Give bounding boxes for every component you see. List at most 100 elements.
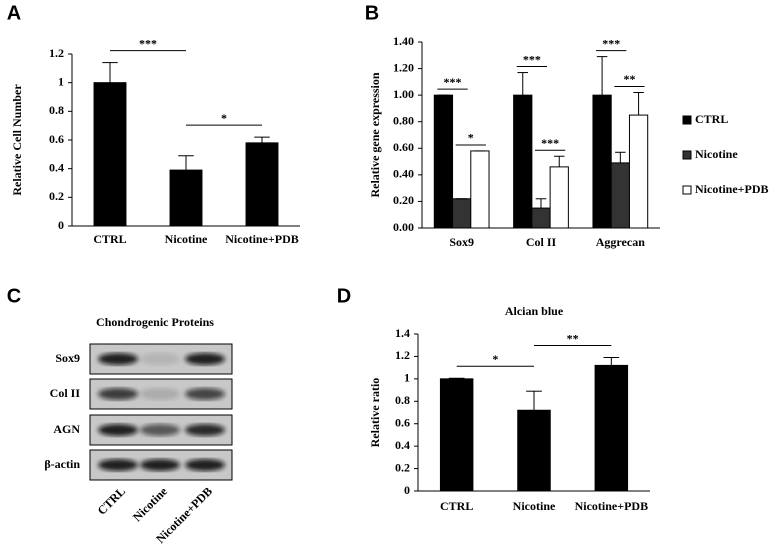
legend-swatch	[682, 150, 692, 160]
error-bar	[535, 198, 547, 209]
error-bar	[526, 390, 542, 411]
y-tick-label: 1.4	[395, 326, 410, 340]
error-bar	[553, 155, 565, 167]
y-tick-label: 0.8	[49, 103, 64, 117]
blot-band	[140, 353, 180, 365]
x-tick-label: Nicotine	[513, 499, 556, 513]
x-tick-label: CTRL	[93, 232, 126, 246]
y-tick-label: 0.8	[395, 393, 410, 407]
y-tick-label: 0	[404, 483, 410, 497]
y-tick-label: 1.2	[395, 348, 410, 362]
legend-label: Nicotine	[695, 147, 738, 161]
x-tick-label: Nicotine+PDB	[225, 232, 299, 246]
blot-row-label: β-actin	[44, 457, 80, 471]
error-bar	[633, 91, 644, 116]
y-tick-label: 1.40	[393, 34, 414, 48]
error-bar	[448, 377, 465, 379]
bar	[93, 82, 127, 227]
blot-band	[185, 353, 225, 365]
x-tick-label: Nicotine+PDB	[575, 499, 649, 513]
significance-label: ***	[444, 75, 462, 89]
error-bar	[596, 56, 608, 96]
significance-label: ***	[139, 36, 157, 50]
legend-swatch	[682, 115, 692, 125]
error-bar	[517, 72, 529, 96]
y-tick-label: 0.4	[49, 160, 64, 174]
y-tick-label: 0.80	[393, 113, 414, 127]
legend-label: Nicotine+PDB	[695, 182, 769, 196]
blot-band	[185, 424, 225, 436]
y-axis-label: Relative gene expression	[368, 72, 382, 197]
blot-band	[140, 459, 180, 471]
bar	[517, 409, 551, 492]
blot-band	[98, 459, 138, 471]
y-tick-label: 0.4	[395, 438, 410, 452]
y-tick-label: 0.6	[395, 415, 410, 429]
panel-label: C	[7, 285, 21, 307]
bar	[513, 94, 533, 229]
error-bar	[102, 62, 118, 83]
significance-label: ***	[523, 52, 541, 66]
bar	[452, 198, 472, 229]
error-bar	[603, 357, 620, 366]
blot-row-label: Col II	[50, 386, 81, 400]
significance-label: **	[567, 331, 579, 345]
blot-band	[98, 424, 138, 436]
blot-column-label: CTRL	[95, 484, 128, 517]
bar	[610, 162, 630, 229]
significance-label: ***	[602, 36, 620, 50]
error-bar	[254, 136, 270, 143]
x-tick-label: Nicotine	[165, 232, 208, 246]
y-tick-label: 0.2	[395, 460, 410, 474]
blot-band	[140, 424, 180, 436]
blot-band	[98, 353, 138, 365]
bar	[439, 378, 474, 492]
bar	[169, 169, 203, 227]
significance-label: *	[221, 111, 227, 125]
y-axis-label: Relative ratio	[368, 378, 382, 448]
chart-title: Alcian blue	[505, 304, 564, 318]
blot-title: Chondrogenic Proteins	[96, 315, 214, 329]
legend-swatch	[682, 185, 692, 195]
x-tick-label: CTRL	[440, 499, 473, 513]
y-tick-label: 0	[58, 218, 64, 232]
panel-label: B	[365, 2, 379, 24]
y-tick-label: 0.6	[49, 132, 64, 146]
y-tick-label: 0.00	[393, 220, 414, 234]
significance-label: ***	[541, 136, 559, 150]
error-bar	[178, 155, 194, 171]
panel-label: A	[7, 2, 21, 24]
y-tick-label: 1.2	[49, 46, 64, 60]
bar	[433, 94, 454, 229]
blot-band	[140, 388, 180, 400]
blot-band	[98, 388, 138, 400]
y-tick-label: 1	[404, 371, 410, 385]
y-tick-label: 0.40	[393, 167, 414, 181]
y-tick-label: 1	[58, 74, 64, 88]
bar	[470, 150, 490, 229]
blot-band	[185, 388, 225, 400]
bar	[245, 142, 279, 227]
bar	[592, 94, 612, 229]
y-axis-label: Relative Cell Number	[10, 84, 24, 196]
significance-label: **	[623, 72, 635, 86]
significance-label: *	[468, 131, 474, 145]
x-tick-label: Aggrecan	[596, 235, 645, 249]
y-tick-label: 0.60	[393, 140, 414, 154]
y-tick-label: 0.20	[393, 193, 414, 207]
blot-row-label: Sox9	[55, 351, 80, 365]
bar	[549, 166, 569, 229]
blot-band	[185, 459, 225, 471]
y-tick-label: 0.2	[49, 189, 64, 203]
error-bar	[615, 151, 626, 163]
bar	[628, 114, 649, 229]
x-tick-label: Col II	[526, 235, 557, 249]
panel-label: D	[337, 285, 351, 307]
bar	[531, 207, 551, 229]
y-tick-label: 1.20	[393, 60, 414, 74]
legend-label: CTRL	[695, 112, 728, 126]
y-tick-label: 1.00	[393, 87, 414, 101]
significance-label: *	[492, 352, 498, 366]
blot-row-label: AGN	[53, 422, 80, 436]
